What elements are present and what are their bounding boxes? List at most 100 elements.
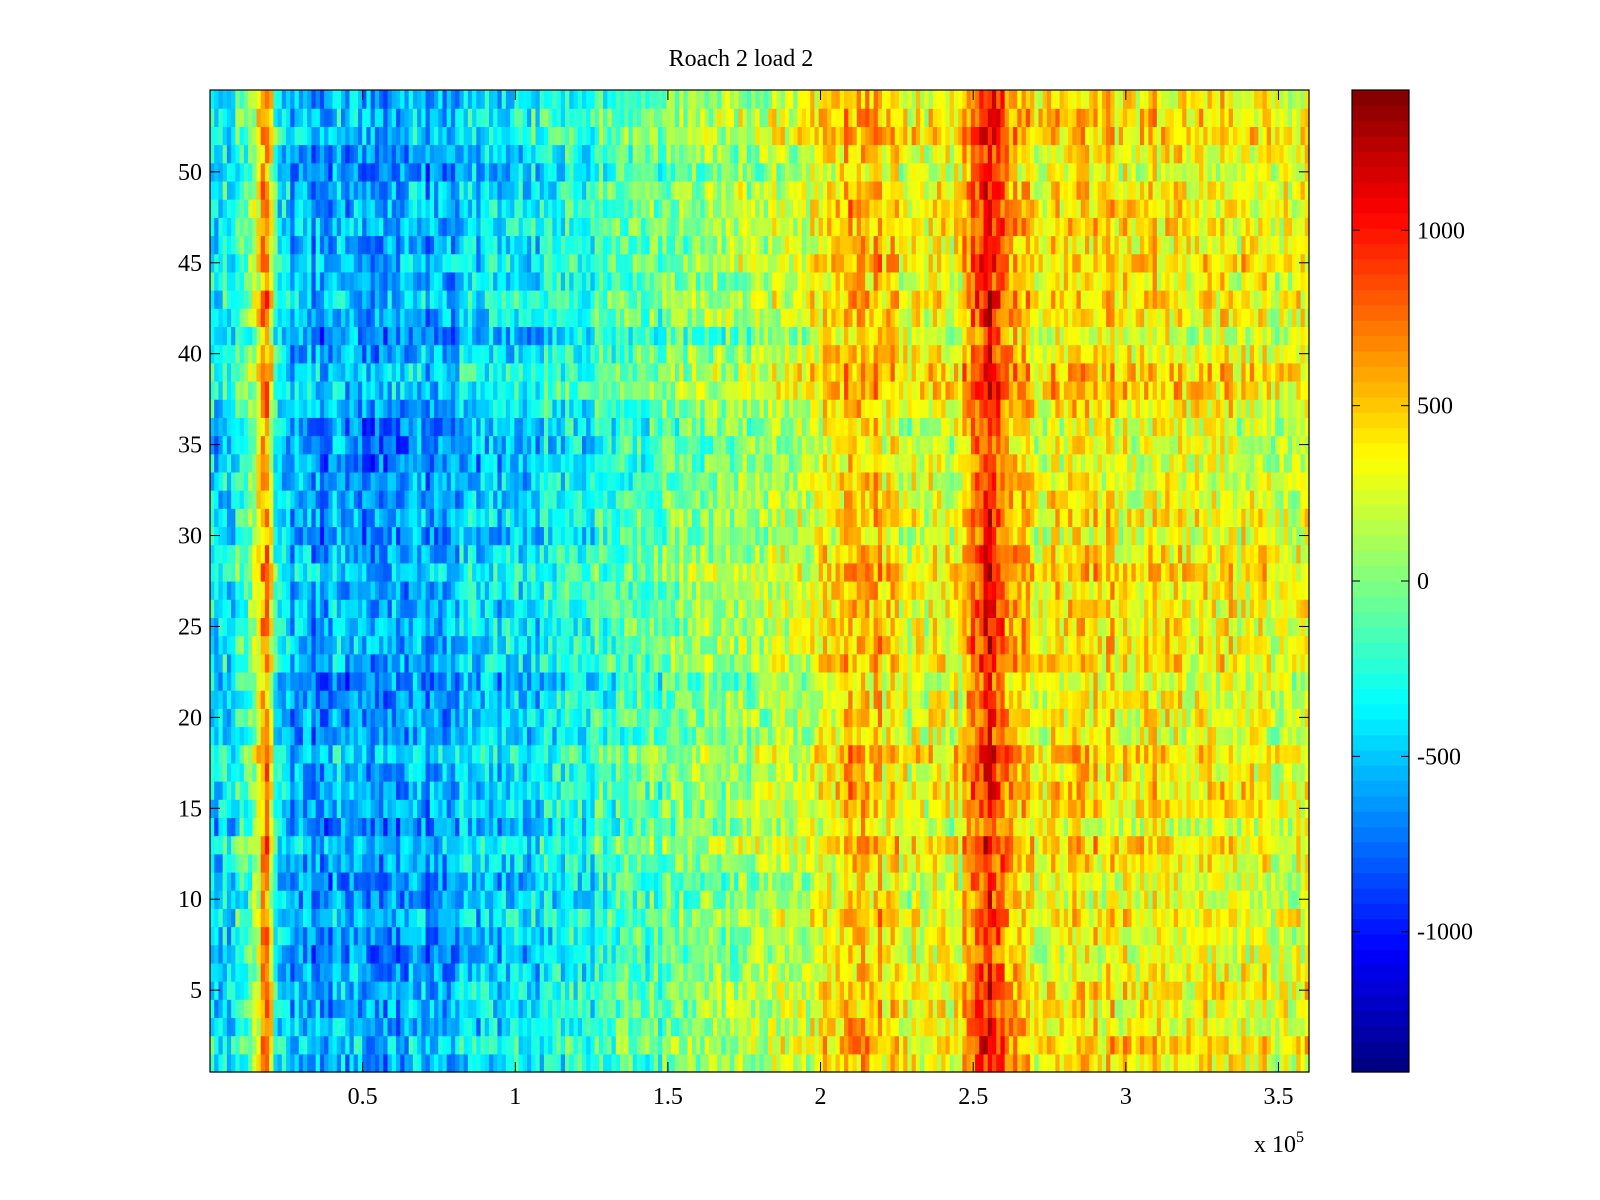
heatmap-cell: [383, 726, 389, 746]
heatmap-cell: [370, 399, 376, 418]
heatmap-cell: [560, 999, 566, 1019]
heatmap-cell: [480, 526, 486, 546]
heatmap-cell: [522, 1017, 528, 1037]
heatmap-cell: [590, 453, 596, 473]
heatmap-cell: [429, 271, 435, 291]
heatmap-cell: [510, 781, 515, 800]
heatmap-cell: [412, 890, 418, 909]
heatmap-cell: [514, 271, 520, 291]
heatmap-cell: [442, 635, 448, 655]
heatmap-cell: [510, 799, 515, 819]
heatmap-cell: [281, 799, 287, 819]
heatmap-cell: [531, 199, 537, 218]
heatmap-cell: [349, 562, 355, 582]
heatmap-cell: [446, 235, 452, 255]
heatmap-cell: [476, 453, 482, 473]
heatmap-cell: [226, 490, 232, 509]
heatmap-cell: [438, 926, 444, 946]
heatmap-cell: [235, 908, 241, 928]
heatmap-cell: [319, 126, 325, 146]
heatmap-cell: [543, 944, 549, 964]
heatmap-cell: [556, 326, 562, 346]
heatmap-cell: [408, 981, 414, 1000]
heatmap-cell: [463, 599, 469, 618]
heatmap-cell: [497, 762, 503, 782]
heatmap-cell: [294, 762, 300, 782]
heatmap-cell: [315, 235, 321, 255]
heatmap-cell: [315, 781, 321, 800]
heatmap-cell: [412, 217, 418, 237]
heatmap-cell: [446, 817, 452, 837]
heatmap-cell: [379, 144, 384, 164]
heatmap-cell: [357, 671, 363, 691]
heatmap-cell: [235, 126, 241, 146]
heatmap-cell: [434, 671, 439, 691]
heatmap-cell: [243, 890, 249, 909]
heatmap-cell: [311, 253, 317, 273]
heatmap-cell: [281, 944, 287, 964]
heatmap-cell: [243, 726, 249, 746]
heatmap-cell: [590, 944, 596, 964]
heatmap-cell: [366, 490, 372, 509]
heatmap-cell: [539, 471, 545, 491]
heatmap-cell: [565, 781, 570, 800]
heatmap-cell: [548, 653, 553, 673]
heatmap-cell: [400, 799, 406, 819]
heatmap-cell: [429, 235, 435, 255]
heatmap-cell: [370, 235, 376, 255]
heatmap-cell: [493, 144, 499, 164]
heatmap-cell: [514, 308, 520, 328]
heatmap-cell: [362, 562, 367, 582]
heatmap-cell: [383, 581, 389, 600]
heatmap-cell: [210, 326, 215, 346]
heatmap-cell: [463, 144, 469, 164]
heatmap-cell: [379, 362, 384, 382]
heatmap-cell: [294, 744, 300, 764]
heatmap-cell: [446, 781, 452, 800]
heatmap-cell: [560, 308, 566, 328]
heatmap-cell: [442, 762, 448, 782]
heatmap-cell: [510, 508, 515, 528]
heatmap-cell: [264, 508, 270, 528]
heatmap-cell: [349, 853, 355, 873]
heatmap-cell: [480, 581, 486, 600]
heatmap-cell: [425, 199, 431, 218]
heatmap-cell: [281, 853, 287, 873]
heatmap-cell: [256, 126, 262, 146]
heatmap-cell: [590, 853, 596, 873]
heatmap-cell: [379, 217, 384, 237]
heatmap-cell: [324, 144, 329, 164]
heatmap-cell: [315, 599, 321, 618]
heatmap-cell: [248, 362, 253, 382]
heatmap-cell: [577, 999, 583, 1019]
heatmap-cell: [463, 562, 469, 582]
heatmap-cell: [256, 726, 262, 746]
heatmap-cell: [467, 762, 473, 782]
heatmap-cell: [391, 399, 397, 418]
heatmap-cell: [569, 744, 575, 764]
heatmap-cell: [218, 126, 224, 146]
heatmap-cell: [319, 653, 325, 673]
heatmap-cell: [476, 380, 482, 400]
heatmap-cell: [531, 944, 537, 964]
heatmap-cell: [315, 708, 321, 728]
heatmap-cell: [488, 635, 494, 655]
heatmap-cell: [383, 471, 389, 491]
heatmap-cell: [294, 271, 300, 291]
heatmap-cell: [281, 508, 287, 528]
heatmap-cell: [408, 108, 414, 127]
heatmap-cell: [586, 235, 592, 255]
heatmap-cell: [286, 799, 291, 819]
heatmap-cell: [260, 90, 266, 109]
heatmap-cell: [514, 744, 520, 764]
heatmap-cell: [269, 853, 275, 873]
heatmap-cell: [231, 1035, 236, 1055]
heatmap-cell: [450, 726, 456, 746]
heatmap-cell: [421, 908, 427, 928]
heatmap-cell: [362, 435, 367, 455]
heatmap-cell: [480, 726, 486, 746]
heatmap-cell: [226, 144, 232, 164]
heatmap-cell: [408, 126, 414, 146]
heatmap-cell: [362, 962, 367, 982]
heatmap-cell: [552, 544, 558, 564]
